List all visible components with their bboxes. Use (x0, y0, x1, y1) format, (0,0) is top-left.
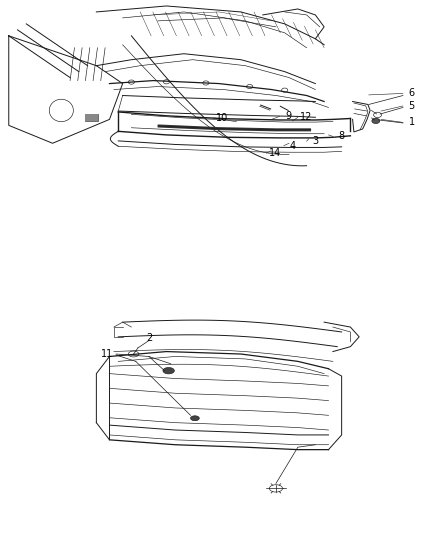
Circle shape (191, 416, 199, 421)
Text: 12: 12 (300, 112, 313, 122)
Text: 5: 5 (409, 101, 415, 111)
Text: 11: 11 (101, 349, 113, 359)
Text: 9: 9 (285, 111, 291, 122)
Text: 2: 2 (146, 333, 152, 343)
Circle shape (372, 118, 380, 124)
Circle shape (163, 368, 174, 374)
Text: 1: 1 (409, 117, 415, 127)
Text: 8: 8 (339, 132, 345, 141)
Text: 6: 6 (409, 88, 415, 99)
Text: 14: 14 (269, 148, 281, 158)
Text: 4: 4 (290, 141, 296, 151)
Bar (85, 114, 98, 121)
Text: 3: 3 (312, 136, 318, 146)
Text: 10: 10 (216, 113, 229, 123)
Bar (85, 114, 98, 121)
